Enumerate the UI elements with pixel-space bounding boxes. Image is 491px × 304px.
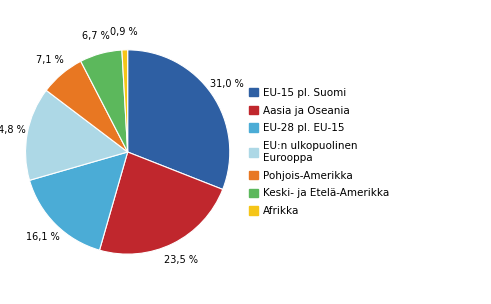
Wedge shape xyxy=(46,61,128,152)
Text: 14,8 %: 14,8 % xyxy=(0,125,26,135)
Wedge shape xyxy=(81,50,128,152)
Wedge shape xyxy=(100,152,223,254)
Text: 23,5 %: 23,5 % xyxy=(164,255,198,265)
Wedge shape xyxy=(128,50,230,189)
Text: 31,0 %: 31,0 % xyxy=(210,79,244,89)
Legend: EU-15 pl. Suomi, Aasia ja Oseania, EU-28 pl. EU-15, EU:n ulkopuolinen
Eurooppa, : EU-15 pl. Suomi, Aasia ja Oseania, EU-28… xyxy=(249,88,389,216)
Text: 0,9 %: 0,9 % xyxy=(110,26,138,36)
Wedge shape xyxy=(29,152,128,250)
Wedge shape xyxy=(26,90,128,180)
Text: 7,1 %: 7,1 % xyxy=(36,55,64,65)
Text: 6,7 %: 6,7 % xyxy=(82,31,110,41)
Text: 16,1 %: 16,1 % xyxy=(26,232,59,242)
Wedge shape xyxy=(122,50,128,152)
